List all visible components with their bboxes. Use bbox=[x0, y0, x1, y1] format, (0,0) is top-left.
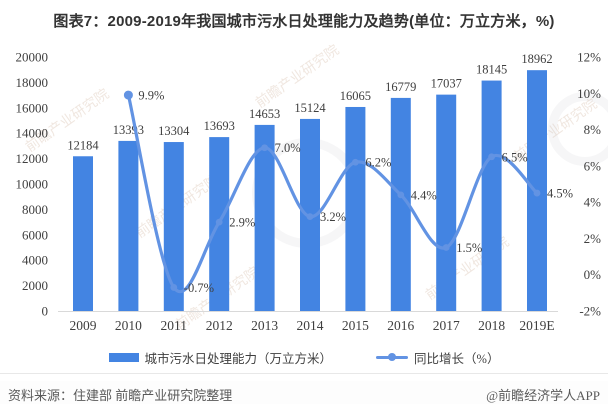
x-axis-category-label: 2014 bbox=[297, 318, 324, 333]
bar-value-label: 13393 bbox=[113, 123, 144, 137]
source-text: 资料来源：住建部 前瞻产业研究院整理 bbox=[8, 388, 233, 403]
legend-item-bars: 城市污水日处理能力（万立方米） bbox=[108, 348, 333, 367]
bar-series-swatch bbox=[108, 352, 139, 362]
right-axis-tick-label: 10% bbox=[577, 86, 601, 101]
line-marker bbox=[306, 213, 314, 221]
bar-value-label: 18962 bbox=[521, 52, 552, 66]
line-point-label: 7.0% bbox=[275, 141, 301, 155]
line-marker bbox=[261, 144, 268, 152]
line-point-label: 6.5% bbox=[502, 150, 528, 164]
right-axis-tick-label: 0% bbox=[584, 267, 602, 282]
legend: 城市污水日处理能力（万立方米） 同比增长（%） bbox=[0, 348, 608, 366]
x-axis-category-label: 2010 bbox=[115, 318, 142, 333]
bar-value-label: 13693 bbox=[204, 119, 235, 133]
bar bbox=[481, 80, 502, 311]
bar-value-label: 16779 bbox=[385, 80, 416, 94]
footer-divider bbox=[0, 373, 608, 374]
line-marker bbox=[442, 244, 450, 251]
line-series-swatch bbox=[376, 353, 409, 361]
bar bbox=[436, 94, 457, 311]
line-marker bbox=[352, 158, 359, 166]
bar-value-label: 13304 bbox=[158, 124, 190, 138]
brand-text: @前瞻经济学人APP bbox=[486, 388, 600, 403]
bar bbox=[254, 124, 275, 312]
line-marker bbox=[123, 90, 133, 100]
chart-title: 图表7：2009-2019年我国城市污水日处理能力及趋势(单位：万立方米，%) bbox=[53, 13, 555, 30]
line-marker bbox=[170, 284, 178, 291]
left-axis-tick-label: 10000 bbox=[16, 177, 49, 192]
x-axis-category-label: 2012 bbox=[206, 318, 233, 333]
bar-series-label: 城市污水日处理能力（万立方米） bbox=[144, 351, 333, 366]
line-point-label: 9.9% bbox=[138, 89, 164, 103]
bar-value-label: 15124 bbox=[294, 101, 326, 115]
right-axis-tick-label: 4% bbox=[584, 195, 602, 210]
line-marker bbox=[533, 189, 541, 197]
line-point-label: 4.4% bbox=[411, 188, 437, 202]
line-marker-dot-icon bbox=[388, 353, 397, 361]
bar-value-label: 18145 bbox=[476, 63, 507, 77]
left-axis-tick-label: 20000 bbox=[16, 50, 49, 65]
x-axis-category-label: 2019E bbox=[519, 318, 554, 333]
bar-value-label: 14653 bbox=[249, 107, 280, 121]
x-axis-category-label: 2009 bbox=[70, 318, 97, 333]
bar bbox=[73, 156, 93, 311]
left-axis-tick-label: 14000 bbox=[16, 126, 49, 141]
line-point-label: 2.9% bbox=[229, 216, 255, 230]
left-axis-tick-label: 6000 bbox=[22, 227, 48, 242]
bar bbox=[163, 142, 184, 311]
line-marker bbox=[488, 153, 495, 161]
x-axis-category-label: 2017 bbox=[433, 318, 460, 333]
legend-item-line: 同比增长（%） bbox=[376, 348, 499, 367]
x-axis-category-label: 2015 bbox=[342, 318, 369, 333]
left-axis-tick-label: 12000 bbox=[16, 151, 49, 166]
bar bbox=[390, 97, 411, 311]
line-point-label: -0.7% bbox=[184, 281, 214, 295]
left-axis-tick-label: 16000 bbox=[16, 100, 49, 115]
x-axis-category-label: 2011 bbox=[161, 318, 188, 333]
x-axis-category-label: 2016 bbox=[387, 318, 414, 333]
right-axis-tick-label: 2% bbox=[584, 231, 602, 246]
left-axis-tick-label: 4000 bbox=[22, 253, 48, 268]
line-point-label: 3.2% bbox=[320, 210, 346, 224]
line-point-label: 6.2% bbox=[365, 156, 391, 170]
bar-value-label: 17037 bbox=[431, 77, 462, 91]
right-axis-tick-label: 8% bbox=[584, 122, 602, 137]
line-point-label: 4.5% bbox=[547, 187, 573, 201]
line-series-label: 同比增长（%） bbox=[414, 351, 500, 366]
bar-value-label: 16065 bbox=[340, 89, 371, 103]
right-axis-tick-label: 6% bbox=[584, 158, 602, 173]
left-axis-tick-label: 8000 bbox=[22, 202, 48, 217]
line-marker bbox=[397, 191, 405, 199]
x-axis-category-label: 2018 bbox=[478, 318, 505, 333]
left-axis-tick-label: 0 bbox=[42, 304, 49, 319]
bar-value-label: 12184 bbox=[67, 138, 99, 152]
line-marker bbox=[215, 218, 223, 226]
left-axis-tick-label: 18000 bbox=[16, 75, 49, 90]
left-axis-tick-label: 2000 bbox=[22, 278, 48, 293]
growth-line bbox=[126, 93, 539, 293]
x-axis-category-label: 2013 bbox=[251, 318, 278, 333]
bar bbox=[345, 106, 366, 311]
right-axis-tick-label: 12% bbox=[577, 50, 601, 65]
footer: 资料来源：住建部 前瞻产业研究院整理 @前瞻经济学人APP bbox=[0, 381, 608, 404]
right-axis-tick-label: -2% bbox=[579, 304, 601, 319]
line-point-label: 1.5% bbox=[456, 241, 482, 255]
bar bbox=[118, 140, 139, 311]
